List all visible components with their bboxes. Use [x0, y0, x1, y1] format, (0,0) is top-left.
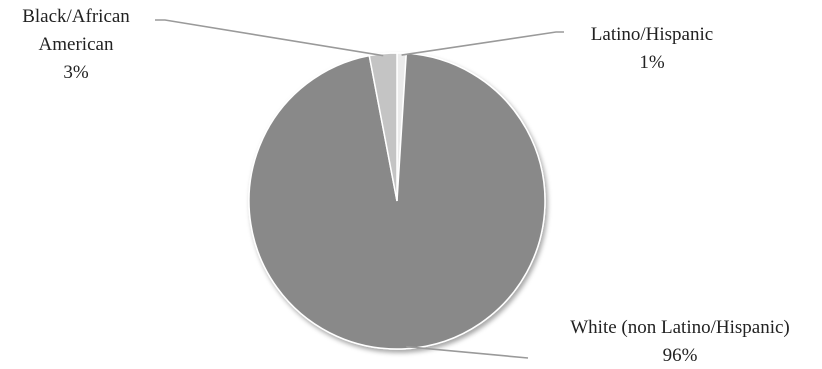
slice-label-black-line1: Black/African — [22, 6, 130, 27]
leader-lines — [155, 19, 564, 359]
slice-label-latino: Latino/Hispanic — [591, 24, 713, 45]
slice-value-latino: 1% — [639, 52, 665, 73]
slice-label-white: White (non Latino/Hispanic) — [570, 317, 790, 338]
leader-line-black — [155, 19, 384, 57]
leader-line-white — [406, 345, 529, 359]
slice-label-black-line2: American — [39, 34, 114, 55]
slice-value-black: 3% — [63, 62, 89, 83]
leader-line-latino — [401, 31, 564, 56]
slice-white — [248, 52, 546, 350]
pie-slices — [248, 52, 546, 350]
slice-black — [368, 52, 398, 202]
slice-value-white: 96% — [663, 345, 698, 366]
